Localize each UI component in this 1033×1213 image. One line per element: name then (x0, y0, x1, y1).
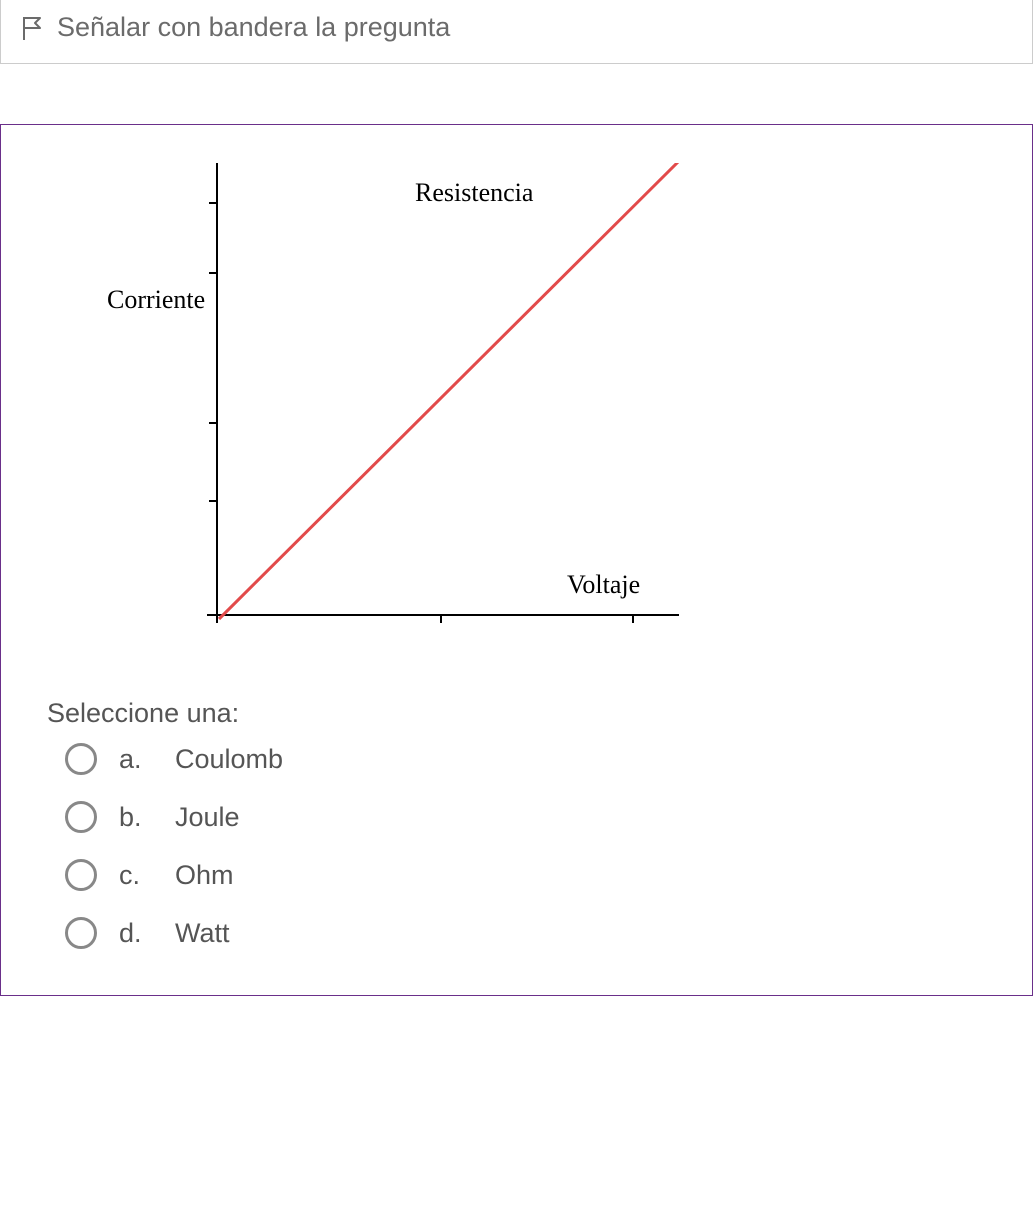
svg-text:Resistencia: Resistencia (415, 178, 534, 207)
answer-prompt: Seleccione una: (47, 698, 986, 729)
option-letter: d. (119, 918, 153, 949)
option-letter: c. (119, 860, 153, 891)
radio-b[interactable] (65, 801, 97, 833)
option-text: Joule (175, 802, 240, 833)
radio-c[interactable] (65, 859, 97, 891)
option-letter: a. (119, 744, 153, 775)
svg-text:Corriente: Corriente (107, 285, 205, 314)
flag-icon (21, 15, 43, 41)
option-text: Coulomb (175, 744, 283, 775)
option-b[interactable]: b. Joule (65, 801, 986, 833)
question-info-box: Señalar con bandera la pregunta (0, 0, 1033, 64)
question-content-box: Corriente Voltaje Resistencia Seleccione u… (0, 124, 1033, 996)
resistance-chart: Corriente Voltaje Resistencia (47, 163, 687, 653)
option-text: Ohm (175, 860, 234, 891)
option-c[interactable]: c. Ohm (65, 859, 986, 891)
flag-question-label: Señalar con bandera la pregunta (57, 12, 450, 43)
radio-a[interactable] (65, 743, 97, 775)
option-a[interactable]: a. Coulomb (65, 743, 986, 775)
option-letter: b. (119, 802, 153, 833)
answer-options: a. Coulomb b. Joule c. Ohm d. Watt (47, 743, 986, 949)
flag-question-link[interactable]: Señalar con bandera la pregunta (21, 12, 1012, 43)
radio-d[interactable] (65, 917, 97, 949)
option-d[interactable]: d. Watt (65, 917, 986, 949)
chart-container: Corriente Voltaje Resistencia (47, 163, 986, 658)
svg-text:Voltaje: Voltaje (567, 570, 640, 599)
option-text: Watt (175, 918, 230, 949)
